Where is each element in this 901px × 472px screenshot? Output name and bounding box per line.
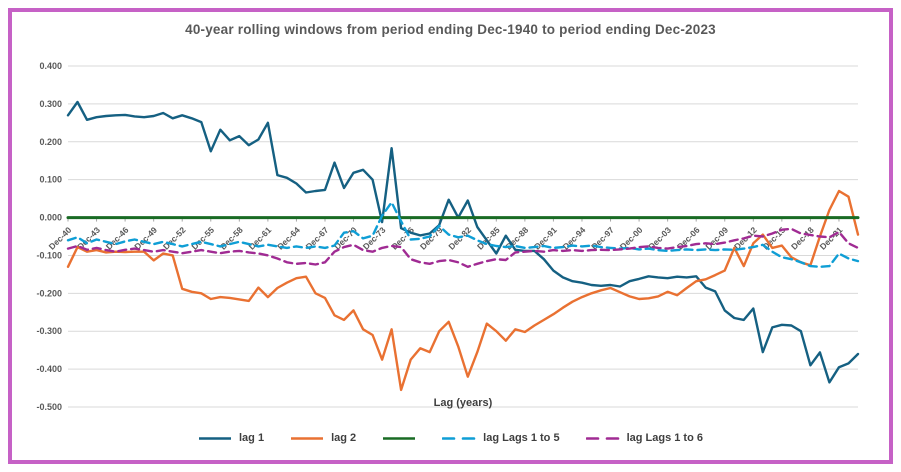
x-tick-label: Dec-94	[561, 225, 588, 252]
x-tick-label: Dec-49	[132, 225, 159, 252]
y-tick-label: -0.500	[36, 402, 62, 412]
series-line-lag-lags-1-to-5[interactable]	[66, 201, 860, 269]
chart-canvas[interactable]: 0.400 0.300 0.200 0.100 0.000 -0.100 -0.200 -0.…	[12, 12, 889, 460]
y-tick-label: -0.300	[36, 326, 62, 336]
x-axis-title: Lag (years)	[433, 397, 493, 409]
chart-frame: 40-year rolling windows from period endi…	[8, 8, 893, 464]
y-tick-label: -0.400	[36, 364, 62, 374]
legend-line-swatch	[199, 436, 231, 440]
legend-line-swatch	[291, 436, 324, 440]
legend-line-swatch	[442, 436, 477, 440]
y-tick-label: 0.200	[39, 137, 62, 147]
legend-label: lag Lags 1 to 6	[626, 432, 703, 444]
legend-line-swatch	[585, 436, 620, 440]
legend-item-lag-2[interactable]: lag 2	[290, 432, 356, 444]
series-line-lag-2[interactable]	[66, 189, 860, 392]
x-tick-label: Dec-55	[189, 225, 216, 252]
y-tick-label: 0.300	[39, 99, 62, 109]
legend-label: lag 2	[331, 432, 357, 444]
x-tick-label: Dec-79	[418, 225, 445, 252]
series-line-lag-1[interactable]	[66, 100, 860, 384]
y-tick-label: -0.200	[36, 288, 62, 298]
legend-label: lag 1	[239, 432, 265, 444]
y-tick-label: 0.100	[39, 175, 62, 185]
x-tick-label: Dec-58	[218, 225, 245, 252]
x-tick-label: Dec-46	[104, 225, 131, 252]
y-tick-label: -0.100	[36, 250, 62, 260]
y-tick-label: 0.000	[39, 213, 62, 223]
legend-label: lag Lags 1 to 5	[483, 432, 560, 444]
y-tick-label: 0.400	[39, 61, 62, 71]
legend-item-zero-line[interactable]	[382, 436, 416, 441]
legend-item-lag-1[interactable]: lag 1	[198, 432, 264, 444]
chart-title: 40-year rolling windows from period endi…	[185, 22, 716, 37]
x-tick-label: Dec-61	[247, 225, 274, 252]
legend-item-lags-1-to-5[interactable]: lag Lags 1 to 5	[442, 432, 560, 444]
x-tick-label: Dec-52	[161, 225, 188, 252]
legend-item-lags-1-to-6[interactable]: lag Lags 1 to 6	[585, 432, 703, 444]
chart-legend: lag 1 lag 2 lag Lags 1 to 5 lag Lags 1 t…	[12, 432, 889, 444]
series-line-lag-lags-1-to-6[interactable]	[66, 227, 860, 269]
x-tick-label: Dec-09	[703, 225, 730, 252]
legend-line-swatch	[383, 436, 416, 440]
